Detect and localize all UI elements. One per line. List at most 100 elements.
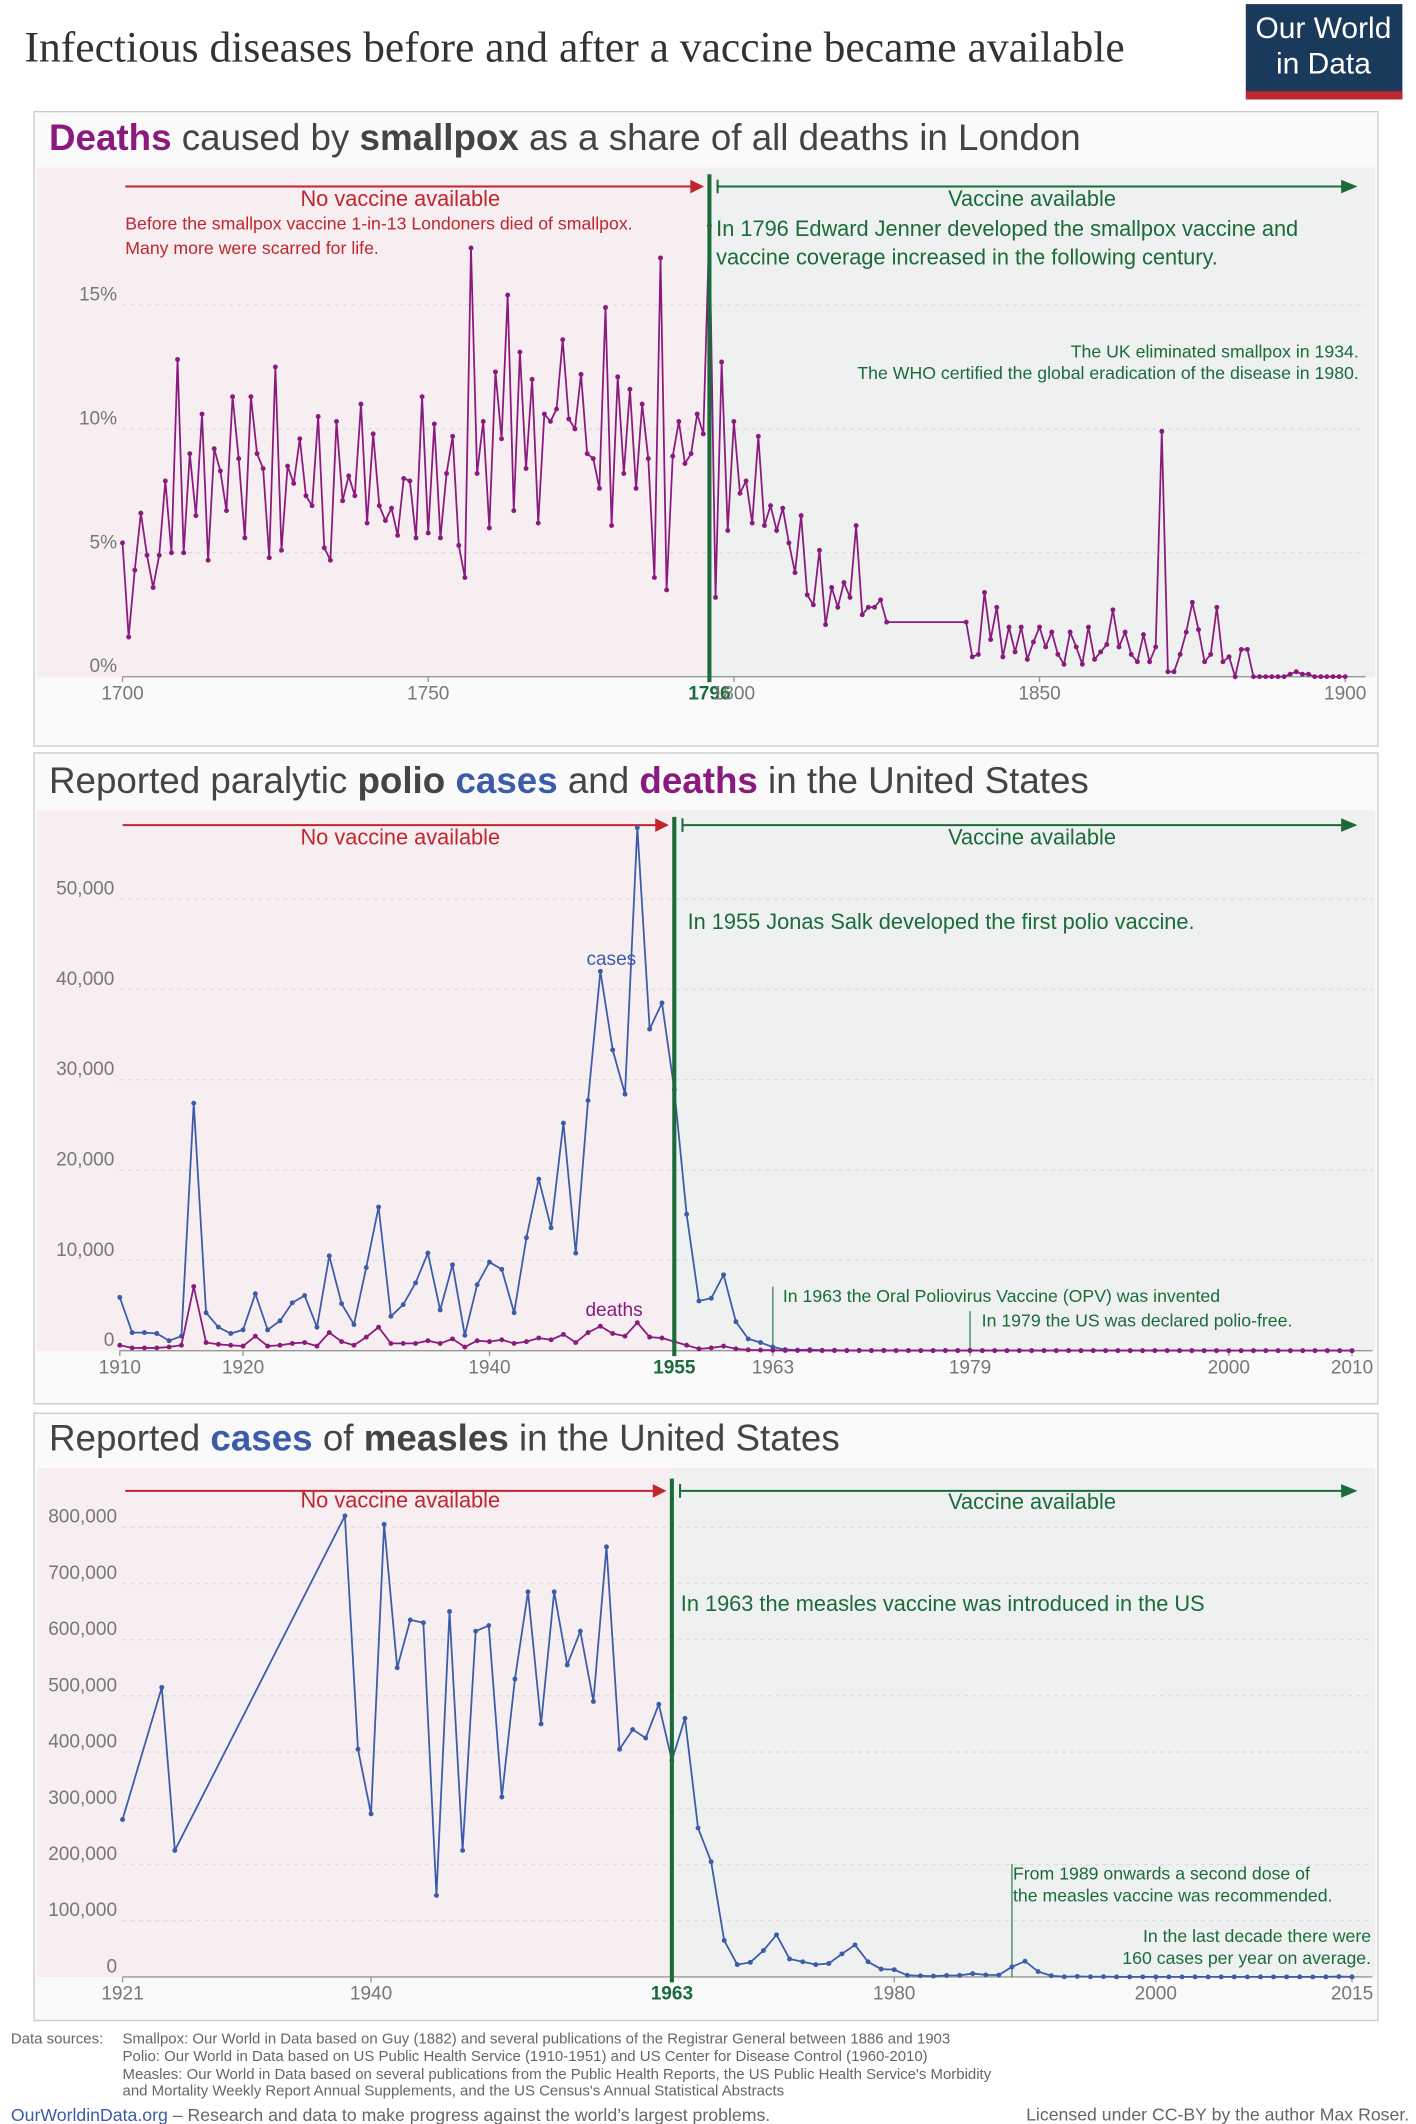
data-point	[884, 619, 890, 625]
data-point	[1330, 674, 1336, 680]
data-point	[162, 478, 168, 484]
data-point	[394, 1665, 400, 1671]
data-point	[487, 1339, 492, 1345]
data-point	[156, 552, 162, 558]
data-point	[511, 1340, 517, 1346]
data-point	[538, 1721, 544, 1727]
title-part: Reported	[49, 1417, 210, 1458]
title-part: in the United States	[758, 760, 1089, 801]
data-point	[401, 475, 407, 481]
data-point	[548, 1225, 554, 1231]
data-point	[1171, 669, 1177, 675]
data-point	[523, 466, 529, 471]
data-point	[1306, 671, 1311, 677]
data-point	[217, 468, 223, 474]
annotation: No vaccine available	[300, 186, 500, 211]
data-point	[853, 523, 859, 528]
title-part: caused by	[172, 117, 360, 158]
data-point	[1300, 1348, 1306, 1354]
data-point	[187, 451, 193, 457]
data-point	[1016, 1348, 1022, 1354]
data-point	[1055, 651, 1061, 657]
annotation: the measles vaccine was recommended.	[1013, 1885, 1333, 1905]
data-point	[1214, 1348, 1219, 1354]
x-tick-label: 1796	[688, 683, 730, 704]
data-point	[382, 518, 388, 524]
y-tick-label: 700,000	[48, 1563, 117, 1584]
data-point	[733, 1346, 739, 1352]
data-point	[474, 1282, 480, 1288]
data-point	[1140, 1348, 1145, 1354]
data-point	[211, 446, 217, 452]
x-tick-label: 1940	[468, 1357, 510, 1378]
data-point	[1238, 646, 1244, 652]
data-point	[852, 1942, 858, 1948]
data-point	[713, 594, 718, 600]
logo-box	[1245, 4, 1403, 100]
data-point	[780, 505, 786, 511]
data-point	[413, 1340, 418, 1346]
data-point	[1275, 674, 1281, 680]
logo-text: Our World	[1255, 12, 1391, 45]
data-point	[120, 540, 125, 546]
data-point	[541, 411, 547, 417]
data-point	[1122, 629, 1128, 635]
x-tick-label: 1921	[101, 1984, 143, 2005]
data-point	[302, 1340, 308, 1345]
site-link[interactable]: OurWorldinData.org	[11, 2105, 168, 2124]
license: Licensed under CC-BY by the author Max R…	[1026, 2105, 1409, 2124]
data-point	[1226, 654, 1232, 660]
y-tick-label: 500,000	[48, 1675, 117, 1696]
data-point	[639, 401, 645, 407]
tagline: – Research and data to make progress aga…	[168, 2105, 770, 2124]
data-point	[597, 968, 603, 974]
data-point	[615, 374, 621, 380]
data-point	[676, 418, 682, 424]
data-point	[560, 1120, 566, 1126]
series-label: cases	[586, 949, 636, 970]
data-point	[1177, 1348, 1182, 1354]
y-tick-label: 10%	[79, 408, 117, 429]
data-point	[376, 1324, 382, 1330]
data-point	[645, 456, 651, 462]
data-point	[1336, 1974, 1342, 1980]
data-point	[309, 503, 315, 509]
data-point	[684, 1211, 690, 1217]
data-point	[1196, 627, 1201, 633]
data-point	[1324, 674, 1330, 680]
data-point	[917, 1973, 923, 1979]
data-point	[647, 1334, 653, 1340]
data-point	[755, 433, 761, 439]
data-point	[787, 1956, 793, 1962]
data-point	[178, 1342, 184, 1348]
data-point	[708, 1859, 714, 1865]
data-point	[289, 1340, 295, 1346]
data-point	[1284, 1974, 1290, 1980]
data-point	[327, 557, 333, 563]
data-point	[758, 1347, 764, 1353]
data-point	[1074, 1973, 1080, 1979]
data-point	[1189, 599, 1195, 605]
data-point	[585, 1330, 591, 1336]
data-point	[1092, 656, 1098, 662]
data-point	[656, 1701, 662, 1707]
data-point	[388, 1313, 394, 1319]
data-point	[486, 525, 492, 531]
data-point	[1134, 659, 1140, 665]
data-point	[462, 1344, 468, 1350]
data-point	[166, 1338, 172, 1344]
data-point	[957, 1972, 963, 1978]
data-point	[609, 523, 615, 528]
data-point	[944, 1973, 949, 1978]
data-point	[572, 426, 578, 432]
data-point	[499, 1266, 505, 1272]
data-point	[577, 1628, 583, 1634]
data-point	[252, 1333, 258, 1339]
data-point	[721, 1343, 727, 1349]
data-point	[352, 493, 358, 499]
data-point	[745, 1347, 751, 1353]
chart-title: Reported paralytic polio cases and death…	[49, 760, 1089, 801]
x-tick-label: 1900	[1324, 683, 1366, 704]
data-point	[326, 1253, 332, 1259]
